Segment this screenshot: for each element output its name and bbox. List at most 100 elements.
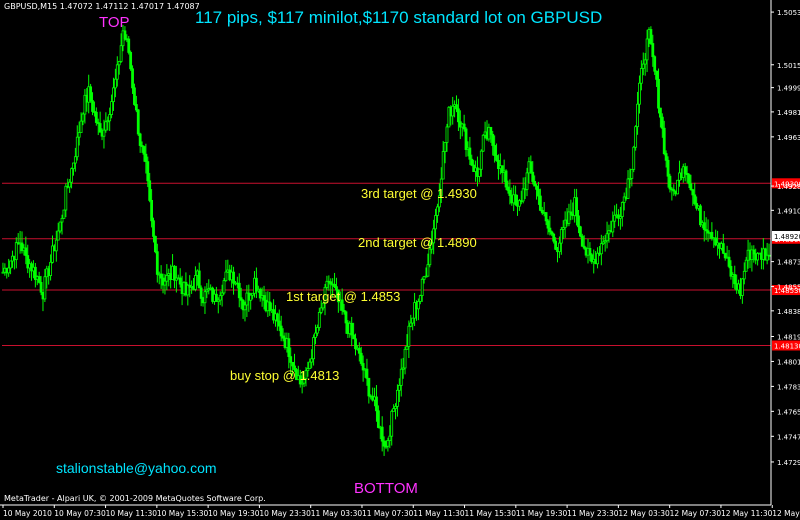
candle-body [704,229,708,232]
candle-body [279,325,283,337]
time-tick-label: 11 May 19:30 [516,509,568,518]
time-tick-label: 10 May 11:30 [106,509,158,518]
candle-body [14,242,18,261]
time-tick-label: 11 May 11:30 [413,509,465,518]
candle-body [664,153,668,161]
candle-body [58,221,62,232]
candle-body [148,180,152,201]
candle-body [729,265,733,277]
candle-body [146,161,150,182]
candle-body [357,347,361,354]
candle-body [218,295,222,301]
candle-body [258,288,262,299]
candle-body [117,61,121,66]
candle-body [73,156,77,164]
candle-body [289,356,293,363]
candle-body [394,405,397,409]
candle-body [575,197,578,217]
time-tick-label: 12 May 03:30 [618,509,670,518]
candle-body [628,178,632,180]
candle-body [643,59,647,65]
candle-body [693,194,697,204]
candle-body [91,100,94,112]
candle-body [388,435,392,441]
candle-body [651,43,655,58]
candle-body [64,185,68,211]
candle-body [464,128,468,150]
candle-body [548,227,552,233]
time-tick-label: 10 May 19:30 [208,509,260,518]
time-tick-label: 10 May 15:30 [157,509,209,518]
candle-body [20,242,24,252]
candle-body [163,280,167,286]
candle-body [550,231,554,235]
candle-body [538,195,542,211]
candle-body [580,235,584,247]
candle-body [535,185,538,190]
price-tick-label: 1.50155 [777,62,800,70]
candle-body [744,259,748,272]
price-tick-label: 1.48380 [777,308,800,316]
candle-body [333,283,336,288]
candle-body [199,287,203,299]
candle-body [197,270,201,289]
candle-body [1,271,5,274]
candle-body [445,126,449,143]
candle-body [293,365,296,370]
candle-body [376,410,380,428]
candle-body [314,332,317,338]
candle-body [578,226,582,237]
candle-body [321,302,325,309]
candle-body [525,172,529,190]
candle-body [424,275,428,278]
candle-body [275,313,279,322]
candle-body [399,368,403,386]
candle-body [577,215,580,228]
candle-body [152,220,155,237]
candle-body [150,200,153,222]
candle-body [214,293,218,302]
candle-body [37,276,41,283]
candle-body [83,94,87,115]
candle-body [291,361,295,367]
candle-body [418,295,422,302]
candle-body [601,241,605,245]
candle-body [96,122,100,124]
candle-body [426,264,430,277]
price-tick-label: 1.47835 [777,383,800,391]
candle-body [569,211,573,215]
candle-body [304,370,308,379]
candle-body [392,408,396,412]
candle-body [619,216,622,219]
candle-body [689,183,693,191]
candle-body [138,133,142,146]
candle-body [413,302,416,319]
candle-body [308,361,312,370]
time-tick-label: 11 May 07:30 [362,509,414,518]
candle-body [470,158,474,166]
symbol-info: GBPUSD,M15 1.47072 1.47112 1.47017 1.470… [4,2,200,11]
candle-body [51,245,54,263]
time-tick-label: 10 May 07:30 [54,509,106,518]
candle-body [102,129,106,137]
candle-body [546,220,550,229]
time-tick-label: 11 May 15:30 [465,509,517,518]
candle-body [380,426,384,442]
candle-body [194,275,197,290]
candle-body [653,56,657,72]
candle-body [159,273,163,279]
candle-body [123,30,127,40]
candle-body [596,252,599,265]
candle-body [676,179,679,195]
level-price-tag [772,178,800,189]
candle-body [691,189,695,196]
buy-stop-label: buy stop @ 1.4813 [230,368,340,383]
candle-body [420,278,424,296]
candles-layer [1,25,771,456]
candle-body [89,86,93,102]
candle-body [531,171,535,182]
candle-body [439,178,443,197]
candle-body [655,70,659,80]
